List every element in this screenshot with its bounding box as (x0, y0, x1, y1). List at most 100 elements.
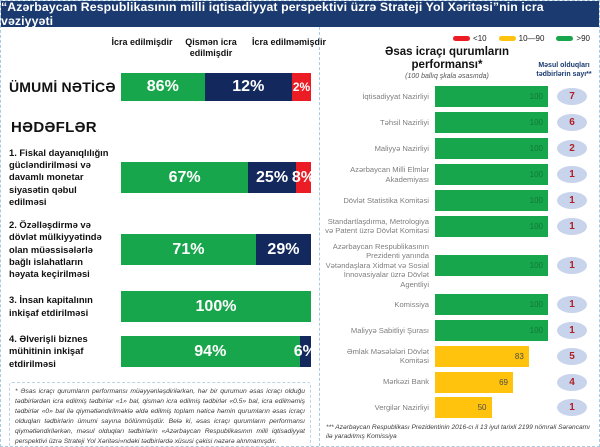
measure-count-value: 4 (569, 376, 575, 388)
performance-value: 100 (529, 144, 543, 154)
measure-count-badge: 6 (557, 114, 587, 132)
measure-count-cell: 1 (548, 321, 596, 339)
bar-segment-done: 71% (121, 234, 256, 266)
overall-stacked-bar: 86% 12% 2% (121, 73, 311, 101)
measure-count-cell: 1 (548, 256, 596, 274)
performance-value: 50 (477, 403, 487, 413)
performance-value: 100 (529, 221, 543, 231)
goal-stacked-bar: 100% (121, 291, 311, 323)
institution-label: Standartlaşdırma, Metrologiya və Patent … (325, 216, 429, 236)
institution-row: Maliyyə Nazirliyi 100 2 (324, 138, 596, 160)
institution-rows: İqtisadiyyat Nazirliyi 100 7 Təhsil Nazirli… (324, 86, 596, 419)
performance-value: 100 (529, 92, 543, 102)
performance-value: 100 (529, 325, 543, 335)
performance-score-legend: <10 10—90 >90 (324, 32, 590, 44)
goal-label: 4. Əlverişli biznes mühitinin inkişaf et… (9, 333, 88, 369)
measure-count-value: 1 (569, 324, 575, 336)
bar-segment-notdone: 2% (291, 73, 311, 101)
measure-count-cell: 4 (548, 373, 596, 391)
measure-count-cell: 1 (548, 217, 596, 235)
institution-row: Mərkəzi Bank 69 4 (324, 371, 596, 393)
measure-count-cell: 7 (548, 88, 596, 106)
legend-swatch-icon (556, 35, 574, 41)
score-legend-item: 10—90 (498, 33, 545, 43)
measure-count-cell: 1 (548, 295, 596, 313)
institution-label: Maliyyə Nazirliyi (374, 143, 429, 153)
goals-section-title: HƏDƏFLƏR (11, 119, 97, 136)
measure-count-value: 1 (569, 259, 575, 271)
performance-bar-track: 100 (435, 164, 548, 186)
score-legend-label: 10—90 (518, 33, 545, 43)
bar-segment-partial: 12% (204, 73, 292, 101)
overall-result-label: ÜMUMİ NƏTİCƏ (9, 79, 116, 95)
execution-status-legend: İcra edilmişdir Qismən icra edilmişdir İ… (9, 35, 326, 61)
performance-value: 100 (529, 299, 543, 309)
performance-value: 100 (529, 260, 543, 270)
performance-bar-track: 100 (435, 112, 548, 134)
goal-row: 2. Özəlləşdirmə və dövlət mülkiyyətində … (9, 219, 311, 280)
bar-segment-done: 86% (121, 73, 205, 101)
institution-label: Dövlət Statistika Komitəsi (343, 195, 429, 205)
measure-count-badge: 1 (557, 295, 587, 313)
measure-count-value: 1 (569, 169, 575, 181)
institution-label: Vergilər Nazirliyi (374, 403, 429, 413)
legend-label-done: İcra edilmişdir (111, 37, 173, 47)
goals-footnote: * Əsas icraçı qurumların performansı müə… (9, 381, 311, 446)
performance-bar: 100 (435, 254, 548, 276)
institution-label: Azərbaycan Milli Elmlər Akademiyası (350, 165, 429, 184)
institution-row: Azərbaycan Milli Elmlər Akademiyası 100 1 (324, 164, 596, 186)
measure-count-cell: 1 (548, 191, 596, 209)
bar-segment-done: 67% (121, 162, 249, 194)
legend-swatch-icon (498, 35, 516, 41)
measure-count-badge: 5 (557, 347, 587, 365)
institution-row: Təhsil Nazirliyi 100 6 (324, 112, 596, 134)
legend-swatch-icon (453, 35, 471, 41)
measure-count-value: 1 (569, 194, 575, 206)
performance-value: 100 (529, 195, 543, 205)
bar-segment-partial: 29% (255, 234, 311, 266)
performance-value: 100 (529, 118, 543, 128)
footnote-performance-method: * Əsas icraçı qurumların performansı müə… (15, 387, 305, 446)
legend-label-partial: Qismən icra edilmişdir (185, 37, 237, 58)
performance-bar: 50 (435, 397, 492, 419)
measure-count-badge: 7 (557, 88, 587, 106)
performance-bar-track: 69 (435, 371, 548, 393)
performance-bar: 100 (435, 215, 548, 237)
performance-bar-track: 100 (435, 293, 548, 315)
performance-header: Əsas icraçı qurumların performansı* (100… (324, 46, 596, 80)
bar-segment-partial: 25% (248, 162, 296, 194)
measure-count-badge: 2 (557, 140, 587, 158)
performance-bar-track: 100 (435, 86, 548, 108)
page-title: “Azərbaycan Respublikasının milli iqtisa… (1, 1, 599, 28)
execution-status-panel: İcra edilmişdir Qismən icra edilmişdir İ… (1, 27, 326, 446)
institution-row: Əmlak Məsələləri Dövlət Komitəsi 83 5 (324, 345, 596, 367)
measure-count-value: 1 (569, 220, 575, 232)
institution-label: Əmlak Məsələləri Dövlət Komitəsi (346, 346, 429, 366)
goal-row: 4. Əlverişli biznes mühitinin inkişaf et… (9, 333, 317, 370)
measure-count-value: 1 (569, 298, 575, 310)
institution-row: Standartlaşdırma, Metrologiya və Patent … (324, 215, 596, 237)
bar-segment-done: 100% (121, 291, 311, 323)
goal-label: 3. İnsan kapitalının inkişaf etdirilməsi (9, 294, 93, 318)
measure-count-value: 6 (569, 117, 575, 129)
goal-label: 2. Özəlləşdirmə və dövlət mülkiyyətində … (9, 219, 102, 279)
performance-bar-track: 100 (435, 215, 548, 237)
measure-count-cell: 6 (548, 114, 596, 132)
goals-list: 1. Fiskal dayanıqlılığın gücləndirilməsi… (9, 147, 317, 370)
measure-count-cell: 2 (548, 140, 596, 158)
institution-row: Maliyyə Sabitliyi Şurası 100 1 (324, 319, 596, 341)
measure-count-cell: 1 (548, 399, 596, 417)
performance-bar-track: 100 (435, 189, 548, 211)
performance-bar-track: 100 (435, 138, 548, 160)
institution-label: Təhsil Nazirliyi (380, 118, 429, 128)
goal-stacked-bar: 94% 6% (121, 336, 317, 368)
measure-count-header: Məsul olduqları tədbirlərin sayı** (536, 61, 592, 78)
measure-count-value: 2 (569, 143, 575, 155)
measure-count-value: 7 (569, 91, 575, 103)
score-legend-item: <10 (453, 34, 487, 43)
performance-bar: 100 (435, 319, 548, 341)
institution-label: Komissiya (394, 299, 429, 309)
goal-row: 3. İnsan kapitalının inkişaf etdirilməsi… (9, 291, 311, 323)
bar-segment-notdone: 8% (292, 162, 315, 194)
